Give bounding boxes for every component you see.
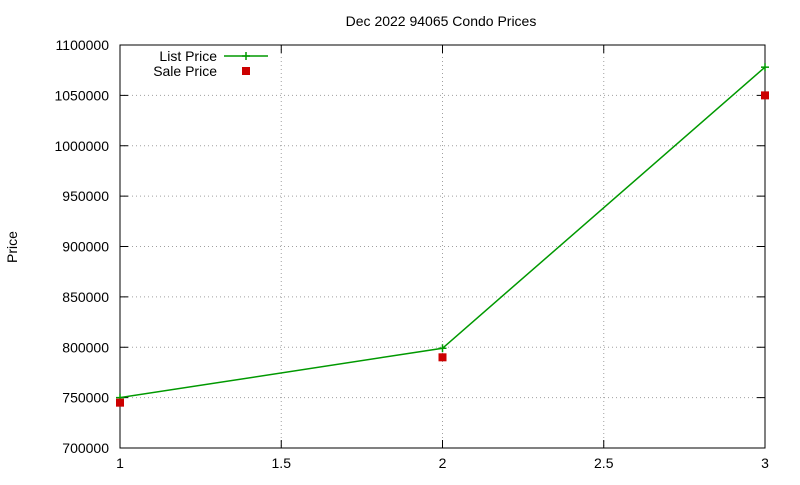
y-tick-label: 800000 [62,339,109,355]
plot-frame [119,44,766,449]
series-marks [116,63,769,407]
x-tick-label: 2.5 [594,455,614,471]
square-marker [761,91,769,100]
legend-label: List Price [159,48,217,64]
axes [119,44,766,449]
x-tick-label: 1 [116,455,124,471]
y-tick-label: 700000 [62,440,109,456]
y-axis-label: Price [4,231,20,263]
y-tick-label: 1000000 [54,138,109,154]
square-marker [116,398,124,407]
square-marker [242,67,250,75]
plus-marker [438,344,447,353]
series-sale-price [116,91,769,407]
grid-lines [120,45,765,448]
x-tick-label: 2 [439,455,447,471]
plus-marker [242,52,250,60]
x-tick-label: 1.5 [272,455,292,471]
y-tick-label: 1050000 [54,87,109,103]
chart-title: Dec 2022 94065 Condo Prices [346,13,537,29]
plus-marker [761,63,769,72]
x-tick-label: 3 [761,455,769,471]
y-tick-label: 950000 [62,188,109,204]
y-tick-label: 1100000 [56,37,110,53]
y-tick-label: 850000 [62,289,109,305]
y-tick-label: 750000 [62,390,109,406]
legend-label: Sale Price [153,63,217,79]
y-tick-label: 900000 [62,239,109,255]
legend-entry: List Price [159,48,268,64]
tick-labels: 700000 750000 800000 850000 900000 950000 1000… [54,37,769,471]
legend-entry: Sale Price [153,63,250,79]
square-marker [438,353,447,362]
